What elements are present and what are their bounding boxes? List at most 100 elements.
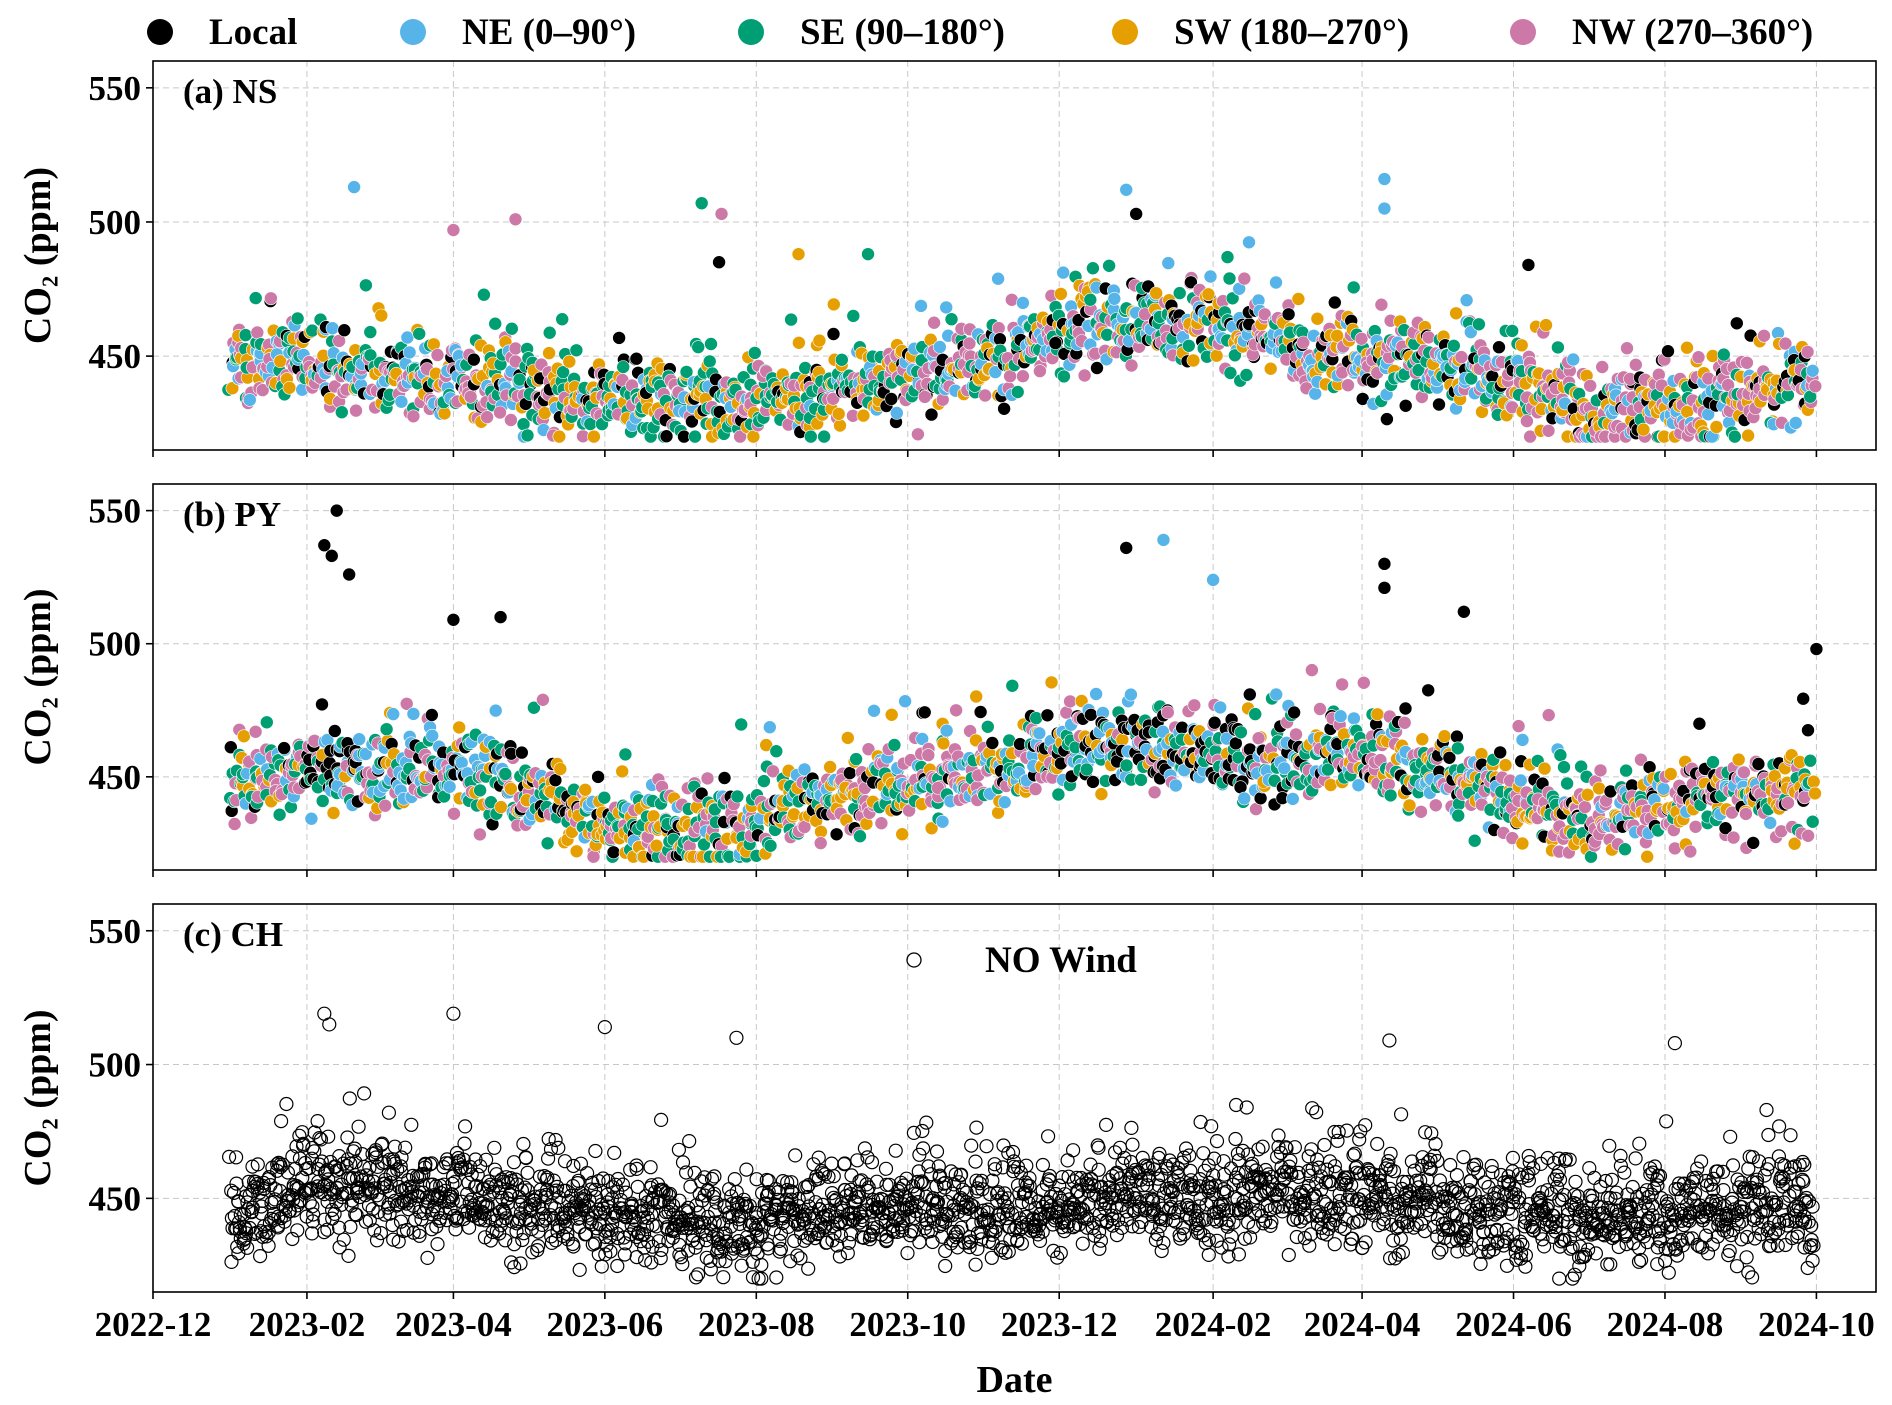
- outlier-ne-ns-8: [1119, 182, 1134, 197]
- point-nowind-ch-161: [321, 1172, 336, 1187]
- outlier-ne-ns-10: [1377, 172, 1392, 186]
- y-tick-label-py-2: 550: [89, 492, 142, 531]
- point-nowind-ch-499: [532, 1198, 547, 1214]
- point-nw-py-380: [536, 692, 550, 707]
- point-nowind-ch-835: [739, 1162, 754, 1177]
- point-nw-ns-1369: [1354, 331, 1369, 346]
- point-sw-py-1387: [1370, 707, 1385, 722]
- point-ne-py-1563: [1515, 733, 1530, 747]
- point-local-py-1716: [1642, 760, 1657, 775]
- point-se-py-1328: [1321, 762, 1335, 777]
- point-nw-py-1907: [1801, 828, 1815, 843]
- point-nowind-ch-550: [565, 1178, 581, 1194]
- point-nowind-ch-145: [313, 1132, 329, 1147]
- point-nowind-ch-16: [231, 1194, 246, 1210]
- point-local-ns-846: [924, 407, 939, 422]
- point-nowind-ch-98: [285, 1231, 300, 1247]
- point-nowind-ch-195: [343, 1219, 358, 1235]
- point-sw-ns-1118: [1149, 286, 1163, 301]
- point-se-ns-1807: [1717, 347, 1731, 362]
- point-ne-ns-1133: [1161, 256, 1176, 270]
- point-nowind-ch-781: [709, 1195, 724, 1210]
- point-nowind-ch-672: [640, 1234, 656, 1249]
- point-nowind-ch-114: [292, 1128, 307, 1143]
- point-nowind-ch-695: [653, 1112, 669, 1128]
- point-nw-ns-832: [911, 427, 925, 442]
- point-nowind-ch-615: [605, 1180, 621, 1195]
- point-nowind-ch-233: [367, 1223, 382, 1238]
- point-nowind-ch-203: [348, 1207, 363, 1222]
- point-nw-py-1883: [1781, 796, 1795, 810]
- point-nowind-ch-625: [610, 1258, 625, 1274]
- point-nowind-ch-191: [342, 1091, 357, 1106]
- point-nowind-ch-321: [423, 1157, 438, 1172]
- point-ne-py-1282: [1286, 792, 1300, 806]
- outlier-local-py-4: [446, 612, 461, 627]
- point-sw-ns-689: [792, 335, 806, 350]
- point-sw-py-328: [494, 800, 508, 814]
- outlier-local-py-3: [342, 567, 356, 582]
- point-nowind-ch-310: [416, 1166, 431, 1182]
- point-nowind-ch-911: [787, 1233, 802, 1249]
- point-local-ns-1422: [1398, 398, 1413, 413]
- point-nowind-ch-57: [256, 1175, 271, 1191]
- point-nowind-ch-341: [433, 1211, 448, 1226]
- point-se-py-1618: [1560, 776, 1574, 791]
- point-nowind-ch-37: [244, 1204, 259, 1219]
- point-ne-py-1362: [1351, 778, 1366, 793]
- point-se-ns-720: [817, 429, 831, 444]
- point-nowind-ch-190: [341, 1248, 356, 1264]
- point-se-ns-1043: [1086, 261, 1100, 276]
- point-nw-py-33: [248, 724, 263, 739]
- point-nowind-ch-655: [629, 1161, 644, 1177]
- point-se-ns-19: [238, 328, 253, 342]
- point-local-ns-1534: [1492, 340, 1506, 355]
- point-ne-ns-924: [988, 365, 1003, 379]
- point-local-py-1909: [1801, 723, 1815, 738]
- point-ne-py-1275: [1277, 761, 1292, 776]
- point-nowind-ch-917: [791, 1198, 806, 1214]
- point-nowind-ch-49: [252, 1185, 267, 1200]
- point-se-ns-871: [944, 312, 959, 327]
- point-nw-ns-1657: [1595, 360, 1609, 374]
- outlier-ne-ns-11: [1377, 201, 1392, 216]
- point-se-ns-359: [520, 428, 535, 443]
- point-ne-py-1732: [1656, 781, 1671, 796]
- point-nowind-ch-721: [671, 1142, 687, 1157]
- point-nw-py-714: [813, 836, 828, 850]
- point-nowind-ch-818: [731, 1233, 746, 1249]
- point-nowind-ch-93: [280, 1165, 295, 1180]
- point-nowind-ch-111: [290, 1223, 305, 1238]
- point-nowind-ch-378: [457, 1136, 472, 1151]
- legend-item-se: SE (90–180°): [738, 10, 1005, 54]
- point-local-py-1247: [1253, 791, 1268, 806]
- point-se-py-1484: [1451, 808, 1465, 823]
- point-se-ns-1509: [1472, 317, 1486, 332]
- point-se-py-1218: [1231, 750, 1246, 765]
- point-nowind-ch-546: [560, 1232, 576, 1247]
- point-ne-ns-956: [1016, 296, 1030, 310]
- point-se-py-757: [849, 752, 863, 766]
- point-nowind-ch-774: [704, 1171, 720, 1187]
- point-nowind-ch-515: [543, 1142, 559, 1157]
- point-nowind-ch-374: [456, 1211, 471, 1227]
- point-ne-ns-1008: [1056, 265, 1070, 280]
- point-se-ns-1061: [1102, 258, 1116, 273]
- point-local-py-0: [224, 740, 238, 755]
- point-nowind-ch-461: [509, 1216, 524, 1231]
- point-se-py-369: [527, 700, 541, 715]
- point-sw-py-1821: [1731, 752, 1746, 767]
- point-sw-ns-1795: [1709, 420, 1724, 434]
- point-nw-py-1244: [1251, 731, 1266, 746]
- point-nw-ns-911: [978, 388, 992, 403]
- point-nw-ns-1571: [1523, 429, 1537, 444]
- point-se-ns-1502: [1464, 371, 1478, 386]
- point-ne-py-936: [997, 795, 1012, 810]
- point-nowind-ch-443: [497, 1206, 512, 1221]
- outlier-local-py-5: [493, 610, 508, 624]
- point-nw-ns-1351: [1341, 378, 1355, 393]
- point-ne-ns-865: [939, 300, 954, 315]
- point-se-py-643: [757, 774, 771, 788]
- point-nowind-ch-446: [498, 1233, 513, 1248]
